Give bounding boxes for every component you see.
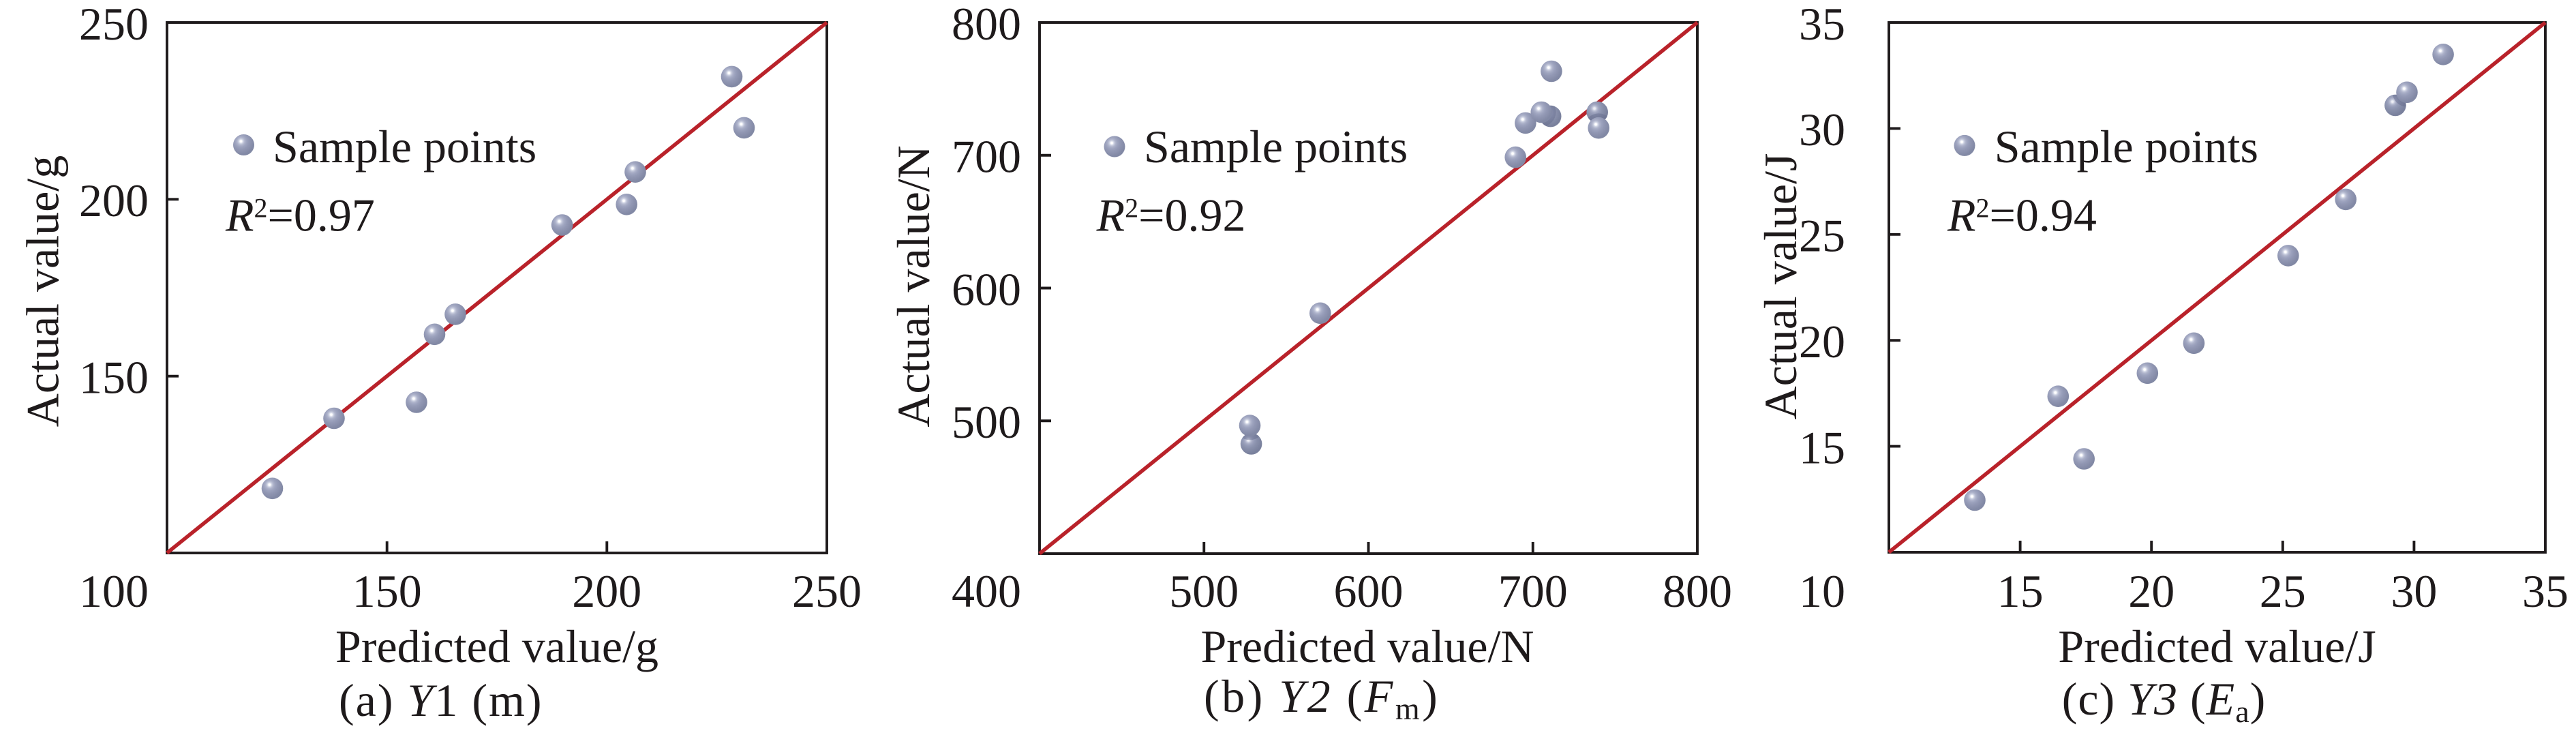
- svg-text:600: 600: [1334, 565, 1404, 617]
- svg-text:Sample points: Sample points: [273, 121, 536, 172]
- svg-text:Predicted value/g: Predicted value/g: [335, 620, 658, 672]
- svg-text:15: 15: [1997, 565, 2044, 617]
- svg-text:150: 150: [79, 352, 149, 404]
- svg-text:Actual value/J: Actual value/J: [1755, 153, 1806, 420]
- svg-text:800: 800: [952, 0, 1021, 50]
- svg-text:30: 30: [2391, 565, 2437, 617]
- svg-text:(c) Y3 (Ea): (c) Y3 (Ea): [2062, 673, 2267, 729]
- svg-text:R2=0.92: R2=0.92: [1096, 190, 1246, 241]
- svg-text:800: 800: [1663, 565, 1732, 617]
- svg-text:(b) Y2 (Fm): (b) Y2 (Fm): [1204, 670, 1440, 726]
- svg-text:700: 700: [1498, 565, 1568, 617]
- svg-text:600: 600: [952, 263, 1021, 315]
- svg-text:20: 20: [1799, 316, 1845, 368]
- svg-text:(a) Y1 (m): (a) Y1 (m): [339, 674, 543, 726]
- svg-text:15: 15: [1799, 421, 1845, 473]
- svg-text:Sample points: Sample points: [1995, 121, 2258, 172]
- svg-text:250: 250: [792, 565, 862, 617]
- svg-text:25: 25: [1799, 210, 1845, 262]
- svg-text:400: 400: [952, 565, 1021, 617]
- svg-text:200: 200: [572, 565, 641, 617]
- svg-text:35: 35: [2522, 565, 2569, 617]
- svg-text:100: 100: [79, 565, 149, 617]
- svg-text:Actual value/N: Actual value/N: [888, 145, 939, 427]
- svg-text:Predicted value/N: Predicted value/N: [1200, 620, 1534, 672]
- svg-text:500: 500: [1169, 565, 1239, 617]
- svg-text:150: 150: [352, 565, 422, 617]
- svg-text:R2=0.94: R2=0.94: [1947, 190, 2097, 241]
- svg-text:20: 20: [2128, 565, 2175, 617]
- svg-text:Actual value/g: Actual value/g: [17, 155, 69, 427]
- svg-text:25: 25: [2260, 565, 2306, 617]
- svg-text:200: 200: [79, 175, 149, 226]
- svg-text:30: 30: [1799, 104, 1845, 155]
- svg-text:500: 500: [952, 396, 1021, 448]
- svg-text:700: 700: [952, 131, 1021, 183]
- svg-text:250: 250: [79, 0, 149, 50]
- svg-text:Sample points: Sample points: [1144, 121, 1408, 172]
- svg-text:35: 35: [1799, 0, 1845, 50]
- svg-text:R2=0.97: R2=0.97: [225, 190, 375, 241]
- svg-text:Predicted value/J: Predicted value/J: [2058, 620, 2376, 672]
- svg-text:10: 10: [1799, 565, 1845, 617]
